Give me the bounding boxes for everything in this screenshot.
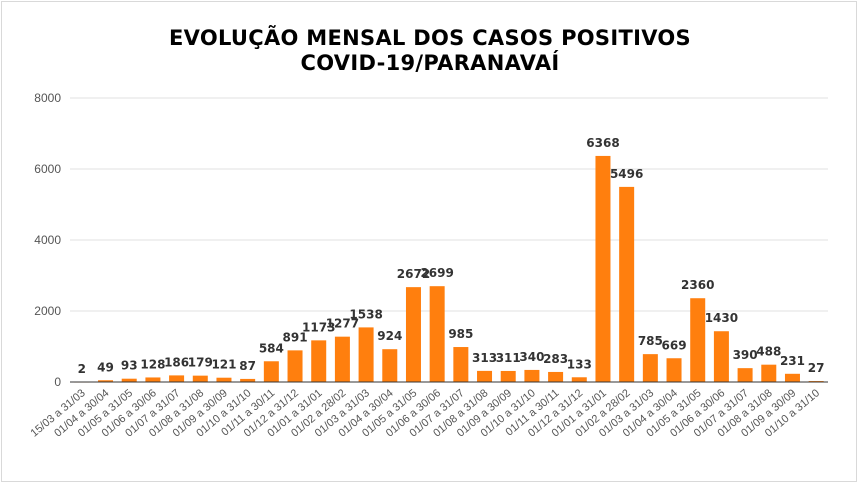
value-label: 5496 [610,167,643,181]
bar [548,371,564,382]
bar [737,368,753,382]
bar [169,375,185,382]
value-label: 311 [496,351,521,365]
bars [74,155,824,383]
value-label: 93 [121,359,138,373]
bar [642,354,658,382]
y-axis-ticks: 0 2000 4000 6000 8000 [34,91,61,389]
value-label: 179 [188,356,213,370]
y-tick-label: 8000 [34,91,61,105]
bar [619,186,635,382]
value-label: 924 [377,329,402,343]
value-label: 1538 [349,307,382,321]
bar [477,370,493,382]
value-label: 1277 [326,317,359,331]
value-label: 785 [638,334,663,348]
bar [334,336,350,382]
value-label: 1173 [302,320,335,334]
bar [524,369,540,382]
value-label: 313 [472,351,497,365]
bar [453,347,469,382]
bar [216,377,232,382]
value-label: 128 [140,357,165,371]
value-label: 584 [259,341,284,355]
bar [287,350,303,382]
bar [382,349,398,382]
value-label: 283 [543,352,568,366]
value-label: 1430 [705,311,738,325]
bar [405,287,421,382]
bar [690,298,706,382]
y-tick-label: 0 [54,375,61,389]
bar [761,364,777,382]
bar [784,373,800,382]
bar [192,375,208,382]
bar [595,155,611,382]
bar [571,377,587,382]
bar [98,380,114,382]
bar [500,370,516,382]
bar [145,377,161,382]
value-label: 669 [662,338,687,352]
value-label: 133 [567,357,592,371]
bar [713,331,729,382]
value-label: 2672 [397,267,430,281]
bar [358,327,374,382]
bar [429,286,445,382]
bar [311,340,327,382]
chart-title-line-2: COVID-19/PARANAVAÍ [300,51,560,75]
value-label: 121 [211,358,236,372]
value-label: 49 [97,360,114,374]
value-label: 231 [780,354,805,368]
chart-title-line-1: EVOLUÇÃO MENSAL DOS CASOS POSITIVOS [169,26,691,50]
value-label: 2 [78,362,86,376]
value-label: 2699 [420,266,453,280]
y-tick-label: 2000 [34,304,61,318]
value-label: 488 [756,345,781,359]
value-label: 985 [448,327,473,341]
value-label: 6368 [586,136,619,150]
value-label: 891 [283,330,308,344]
value-label: 340 [519,350,544,364]
bar [263,361,279,382]
value-label: 390 [733,348,758,362]
bar [666,358,682,382]
value-label: 186 [164,355,189,369]
bar [121,378,137,382]
bar [240,378,256,382]
value-label: 2360 [681,278,714,292]
y-tick-label: 6000 [34,162,61,176]
value-label: 87 [239,359,256,373]
value-label: 27 [808,361,825,375]
y-tick-label: 4000 [34,233,61,247]
